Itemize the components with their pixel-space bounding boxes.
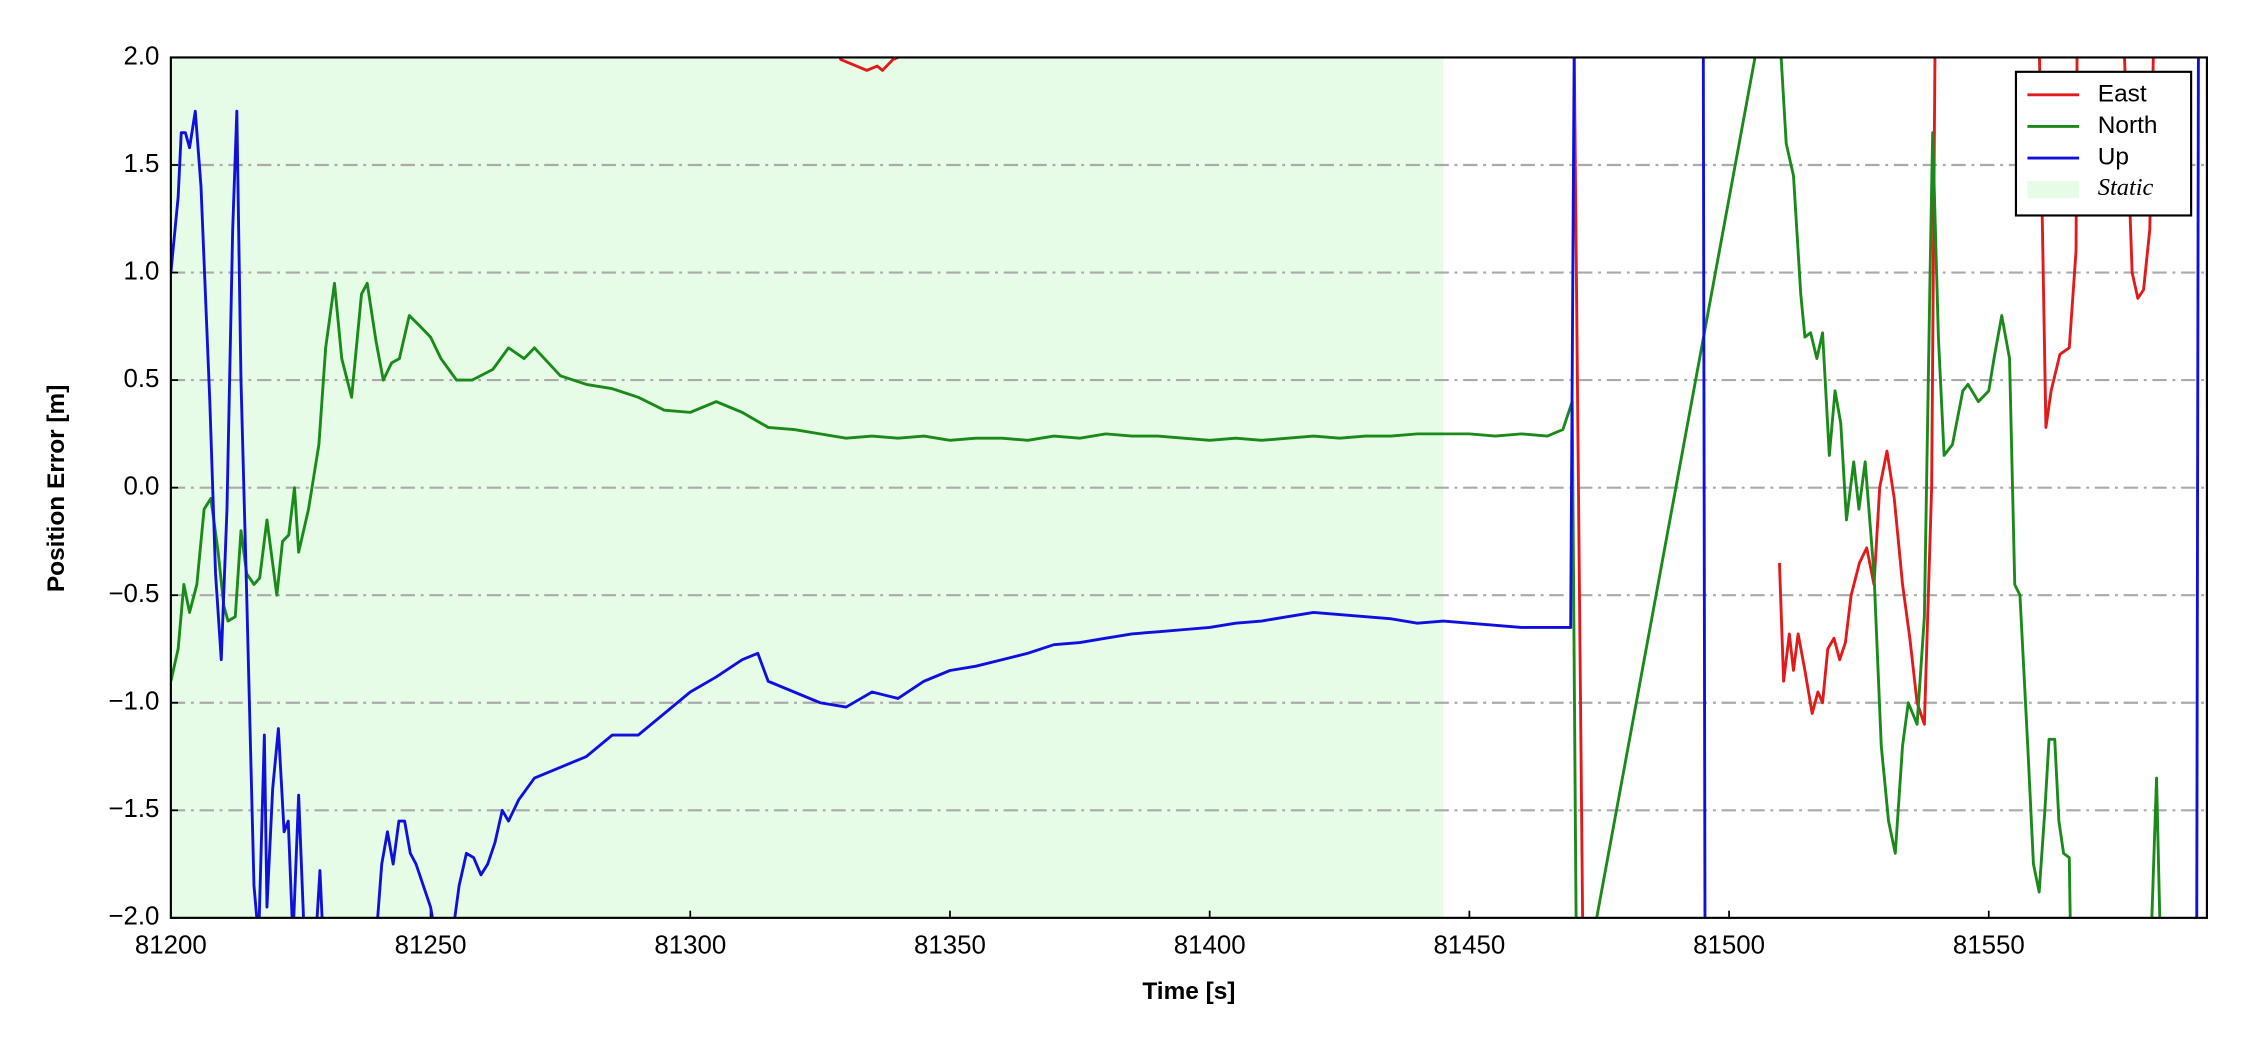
series-line	[170, 57, 2162, 918]
legend-label: East	[2098, 80, 2147, 107]
y-tick-label: 2.0	[123, 42, 159, 70]
legend-label: Static	[2098, 174, 2154, 201]
legend-swatch	[2027, 180, 2080, 199]
legend-label: North	[2098, 112, 2158, 139]
y-tick-label: 1.5	[123, 150, 159, 178]
y-axis-label: Position Error [m]	[43, 385, 70, 593]
y-tick-label: −1.5	[108, 795, 159, 823]
x-axis-label: Time [s]	[1142, 978, 1235, 1005]
x-tick-label: 81550	[1953, 931, 2025, 959]
x-tick-label: 81250	[395, 931, 467, 959]
series-line	[838, 57, 2155, 918]
plot-frame	[169, 56, 2209, 919]
legend-label: Up	[2098, 143, 2129, 170]
series-line	[170, 57, 2200, 918]
x-tick-label: 81400	[1174, 931, 1246, 959]
y-tick-label: 0.0	[123, 472, 159, 500]
y-tick-label: −0.5	[108, 580, 159, 608]
x-tick-label: 81300	[654, 931, 726, 959]
y-tick-label: 0.5	[123, 365, 159, 393]
plot-lines	[170, 57, 2200, 918]
y-tick-label: 1.0	[123, 257, 159, 285]
x-tick-label: 81500	[1693, 931, 1765, 959]
x-tick-label: 81450	[1433, 931, 1505, 959]
x-tick-label: 81200	[135, 931, 207, 959]
y-tick-label: −2.0	[108, 903, 159, 931]
y-tick-label: −1.0	[108, 688, 159, 716]
x-tick-label: 81350	[914, 931, 986, 959]
